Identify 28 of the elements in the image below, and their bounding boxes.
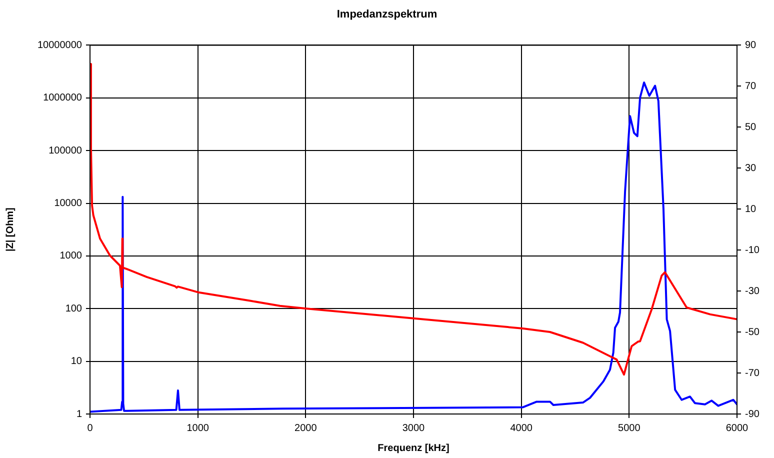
y-tick-label: 100 [65, 303, 82, 314]
x-tick-label: 6000 [726, 422, 749, 434]
y2-tick-label: 90 [745, 40, 757, 51]
x-tick-label: 1000 [186, 422, 210, 434]
y-tick-label: 1000000 [43, 92, 82, 104]
y-tick-label: 10 [70, 356, 82, 368]
y2-tick-label: 50 [745, 122, 757, 133]
y-tick-label: 1 [76, 408, 82, 420]
x-tick-label: 3000 [402, 422, 426, 434]
x-axis-title: Frequenz [kHz] [378, 442, 450, 454]
y-tick-label: 10000000 [38, 40, 82, 51]
y-axis-title: |Z| [Ohm] [4, 208, 16, 252]
y2-tick-label: 30 [745, 162, 757, 174]
y2-tick-label: 10 [745, 204, 757, 215]
x-tick-label: 2000 [294, 422, 318, 434]
x-tick-label: 5000 [618, 422, 641, 434]
x-tick-label: 4000 [510, 422, 533, 434]
y2-tick-label: -30 [745, 286, 760, 297]
chart-title: Impedanzspektrum [336, 8, 438, 21]
y2-tick-label: -50 [745, 326, 760, 338]
y2-tick-label: -90 [745, 408, 760, 420]
y-tick-label: 100000 [48, 145, 82, 156]
y2-tick-label: -10 [745, 244, 760, 256]
y-tick-label: 1000 [60, 250, 82, 262]
x-tick-label: 0 [87, 422, 94, 434]
y2-tick-label: 70 [745, 80, 757, 92]
y2-tick-label: -70 [745, 368, 760, 379]
y-tick-label: 10000 [54, 198, 82, 210]
